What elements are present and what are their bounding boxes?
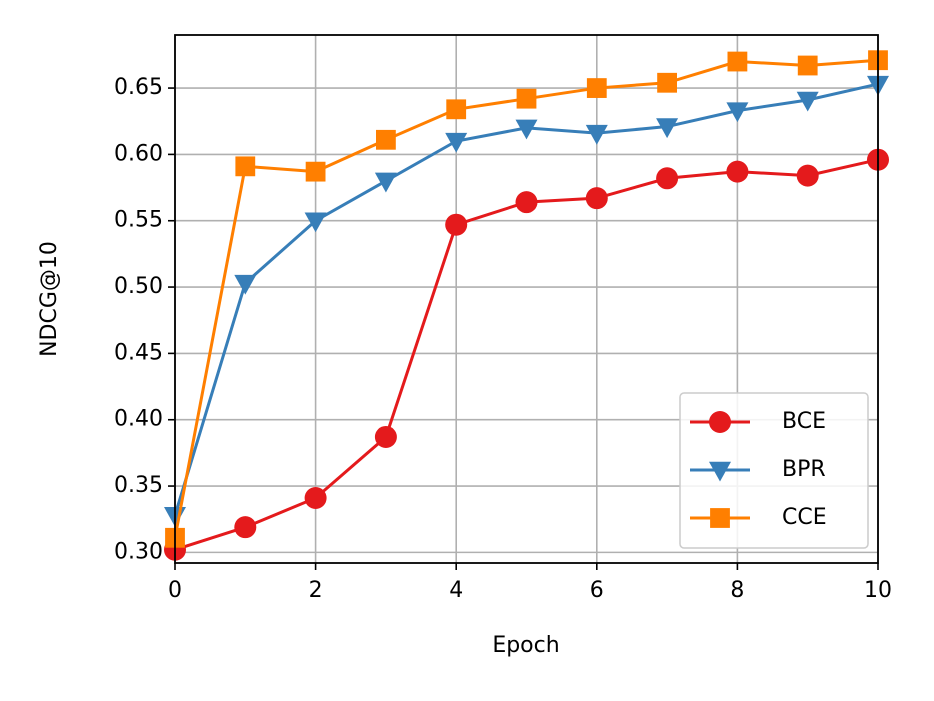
- marker: [516, 88, 537, 109]
- marker: [797, 55, 818, 76]
- y-tick-label: 0.60: [114, 141, 163, 166]
- x-tick-label: 0: [168, 578, 182, 603]
- marker: [709, 461, 731, 482]
- y-tick-label: 0.30: [114, 539, 163, 564]
- marker: [657, 72, 677, 93]
- marker: [796, 164, 819, 187]
- y-tick-label: 0.55: [114, 208, 163, 233]
- y-tick-label: 0.50: [114, 274, 163, 299]
- x-tick-label: 10: [864, 578, 892, 603]
- marker: [515, 191, 538, 214]
- legend-label: BCE: [782, 409, 826, 434]
- legend-label: BPR: [782, 457, 826, 482]
- marker: [796, 91, 819, 112]
- marker: [234, 274, 257, 295]
- y-axis-label: NDCG@10: [37, 241, 62, 357]
- marker: [656, 118, 679, 139]
- marker: [585, 187, 608, 210]
- marker: [235, 156, 256, 177]
- x-axis-label: Epoch: [492, 633, 559, 658]
- marker: [726, 102, 749, 123]
- marker: [515, 119, 538, 140]
- x-tick-label: 6: [590, 578, 604, 603]
- marker: [304, 212, 327, 233]
- marker: [585, 124, 608, 145]
- x-tick-label: 4: [449, 578, 463, 603]
- x-tick-label: 2: [309, 578, 323, 603]
- y-tick-label: 0.45: [114, 340, 163, 365]
- marker: [586, 78, 607, 98]
- marker: [374, 172, 397, 193]
- marker: [709, 411, 731, 433]
- marker: [656, 167, 679, 190]
- plot-frame: [174, 34, 879, 564]
- y-tick-label: 0.65: [114, 75, 163, 100]
- x-tick-label: 8: [730, 578, 744, 603]
- y-tick-label: 0.40: [114, 407, 163, 432]
- y-tick-label: 0.35: [114, 473, 163, 498]
- legend-label: CCE: [782, 505, 827, 530]
- marker: [446, 99, 467, 120]
- marker: [727, 51, 748, 72]
- marker: [376, 129, 396, 150]
- marker: [304, 486, 327, 509]
- marker: [374, 425, 397, 448]
- marker: [445, 132, 468, 153]
- marker: [445, 213, 468, 236]
- marker: [234, 516, 257, 539]
- legend: BCE BPR CCE: [679, 392, 869, 549]
- marker: [726, 160, 749, 183]
- marker: [305, 161, 326, 182]
- marker: [710, 508, 730, 528]
